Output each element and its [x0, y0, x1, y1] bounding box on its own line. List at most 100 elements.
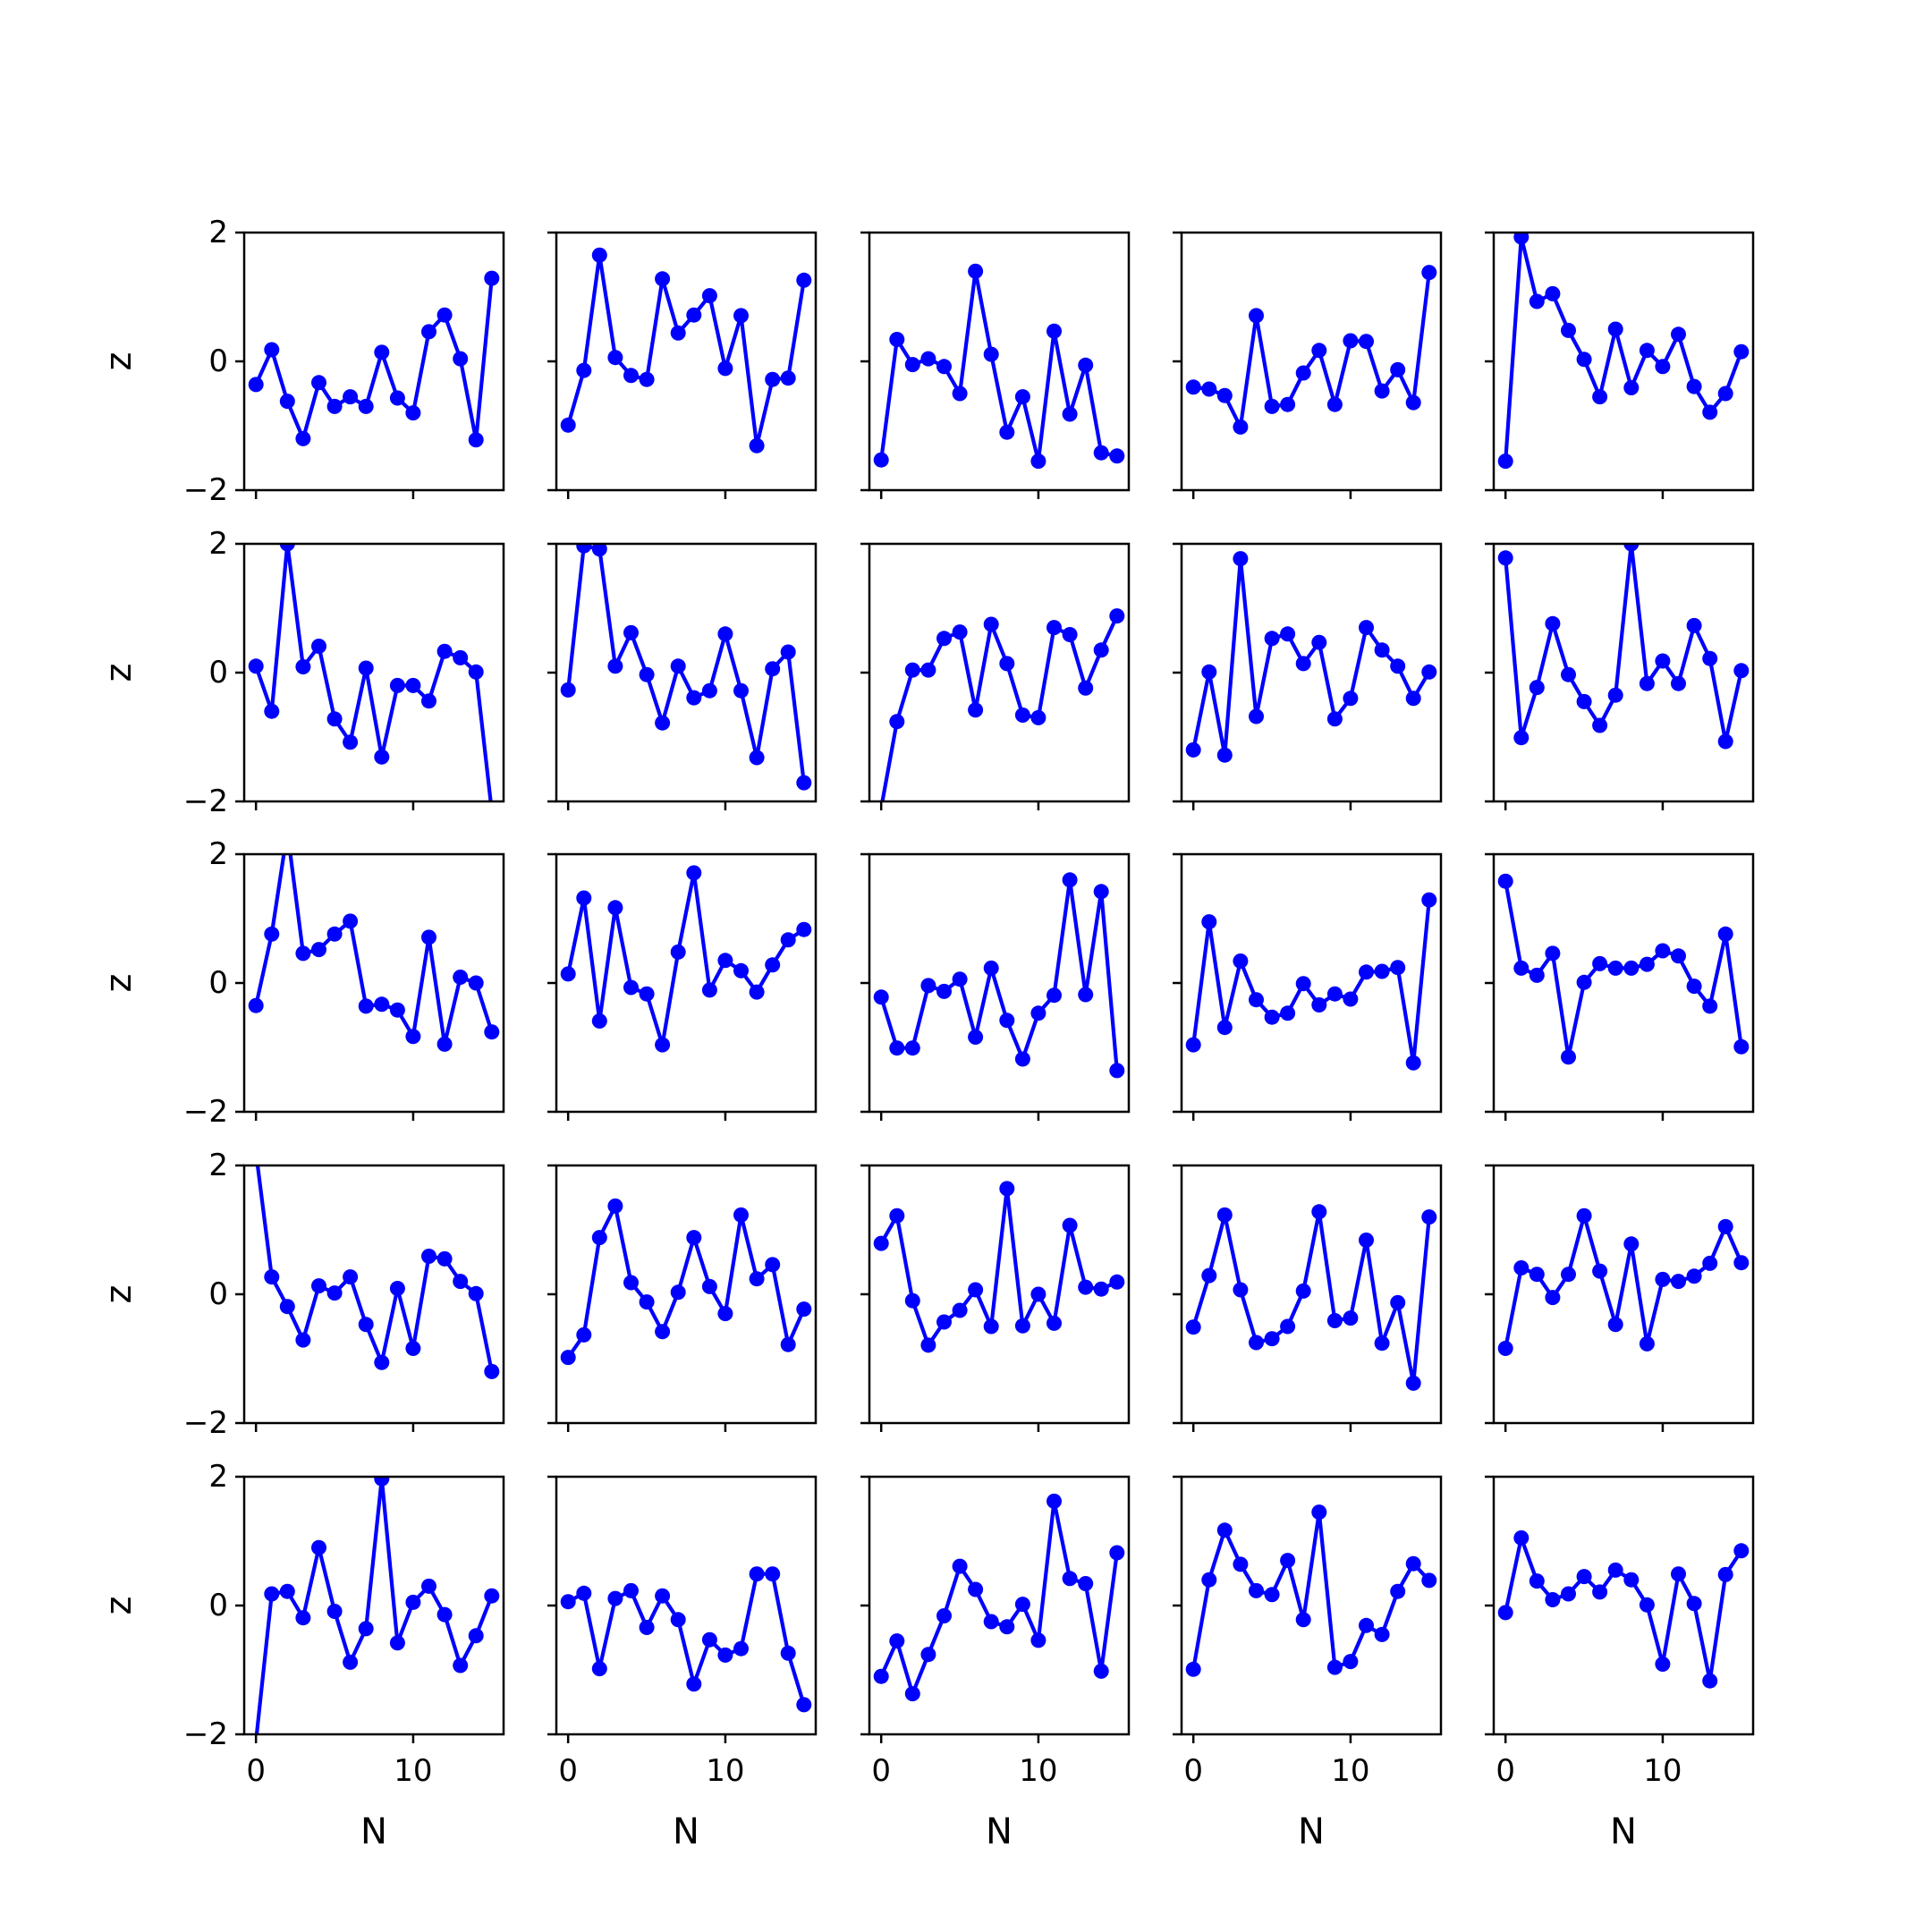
subplot-r5-c5: 0 10N [1485, 1475, 1755, 1852]
series-line [1504, 1214, 1743, 1349]
data-point [1062, 1217, 1078, 1233]
data-point [1529, 1267, 1545, 1283]
data-point [889, 1208, 905, 1224]
data-point [983, 616, 999, 632]
series-group [560, 544, 812, 791]
data-point [468, 664, 484, 680]
data-point [468, 432, 484, 448]
data-point [326, 926, 343, 942]
series-line [1191, 1510, 1431, 1670]
data-point [1185, 1037, 1201, 1053]
data-point [1249, 308, 1264, 324]
data-point [484, 1363, 500, 1379]
data-point [374, 749, 390, 765]
data-point [405, 1341, 421, 1356]
data-point [1607, 1317, 1623, 1333]
data-point [1655, 1271, 1671, 1287]
data-point [780, 1336, 796, 1352]
series-line [1504, 1536, 1743, 1683]
data-point [389, 390, 405, 406]
data-point [1014, 1318, 1030, 1334]
data-point [484, 270, 500, 286]
data-point [1686, 1268, 1702, 1284]
data-point [248, 997, 264, 1013]
data-point [796, 775, 812, 791]
series-line [566, 870, 805, 1047]
data-point [655, 1037, 671, 1053]
axes-frame [1492, 1164, 1755, 1425]
x-tick-label: 0 [871, 1753, 891, 1789]
subplot-r4-c1: −2 0 2 z [98, 1148, 505, 1441]
data-point [968, 702, 984, 718]
data-point [1529, 967, 1545, 983]
data-point [1592, 955, 1608, 971]
data-point [453, 1274, 469, 1290]
data-point [1639, 1335, 1655, 1352]
x-axis-label: N [360, 1811, 387, 1852]
data-point [1686, 617, 1702, 633]
data-point [421, 1578, 436, 1594]
data-point [952, 1558, 968, 1574]
series-line [1191, 1209, 1431, 1385]
axes-frame [242, 1475, 505, 1736]
subplot-r5-c3: 0 10N [860, 1475, 1131, 1852]
data-point [1561, 1586, 1576, 1602]
data-point [1702, 650, 1718, 666]
data-point [1280, 626, 1296, 642]
data-point [1201, 664, 1217, 680]
data-point [607, 1198, 623, 1214]
data-point [591, 1230, 607, 1246]
data-point [1545, 615, 1561, 631]
data-point [1249, 1335, 1264, 1351]
data-point [1513, 233, 1530, 245]
y-tick-label: 0 [208, 1588, 228, 1623]
y-tick-label: −2 [183, 784, 228, 819]
data-point [920, 1647, 936, 1663]
data-point [1295, 656, 1311, 672]
data-point [749, 1271, 765, 1287]
series-group [873, 1181, 1125, 1353]
data-point [765, 1566, 781, 1582]
data-point [796, 1697, 812, 1713]
axes-frame [868, 1164, 1131, 1425]
data-point [358, 1621, 374, 1637]
data-point [765, 371, 781, 387]
data-point [1529, 680, 1545, 696]
subplot-r4-c2 [547, 1164, 818, 1432]
axes-frame [555, 1475, 818, 1736]
data-point [1529, 293, 1545, 309]
data-point [1374, 1626, 1390, 1642]
data-point [623, 1275, 639, 1291]
data-point [936, 1608, 952, 1623]
data-point [484, 803, 499, 818]
data-point [1702, 1673, 1718, 1689]
data-point [1185, 741, 1201, 758]
y-tick-label: −2 [183, 1405, 228, 1441]
subplot-r2-c2 [547, 542, 818, 810]
data-point [1592, 1263, 1608, 1279]
data-point [1062, 627, 1078, 642]
data-point [1561, 1049, 1576, 1065]
data-point [717, 1306, 733, 1322]
data-point [873, 989, 889, 1005]
data-point [374, 996, 390, 1013]
series-line [879, 877, 1119, 1072]
data-point [968, 1581, 984, 1597]
data-point [701, 982, 717, 998]
data-point [733, 1640, 749, 1657]
data-point [468, 1285, 484, 1301]
data-point [670, 1284, 686, 1301]
series-line [879, 1186, 1118, 1348]
data-point [639, 666, 655, 682]
data-point [1390, 361, 1406, 377]
y-tick-label: 2 [208, 526, 228, 562]
data-point [311, 942, 326, 958]
data-point [1233, 1556, 1249, 1572]
data-point [952, 1302, 968, 1318]
data-point [326, 1604, 343, 1619]
y-tick-label: −2 [183, 472, 228, 508]
data-point [326, 711, 343, 727]
data-point [343, 913, 359, 929]
data-point [701, 1278, 717, 1294]
data-point [560, 682, 576, 698]
